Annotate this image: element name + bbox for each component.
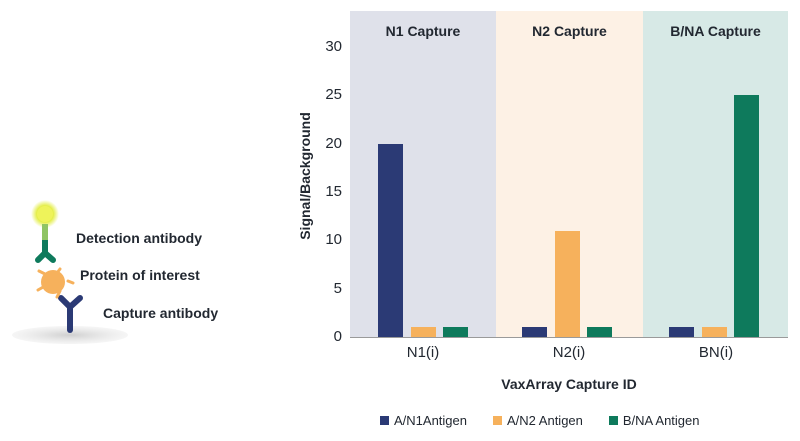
y-tick: 10 bbox=[325, 231, 342, 249]
capture-antibody-shape bbox=[58, 295, 83, 333]
bar bbox=[587, 327, 612, 337]
bar bbox=[555, 230, 580, 337]
legend-swatch bbox=[380, 416, 389, 425]
protein-label: Protein of interest bbox=[80, 267, 200, 283]
legend-swatch bbox=[493, 416, 502, 425]
y-axis-label: Signal/Background bbox=[297, 112, 313, 240]
y-tick: 5 bbox=[333, 279, 342, 297]
y-tick: 15 bbox=[325, 183, 342, 200]
bar bbox=[443, 327, 468, 337]
x-axis-label: VaxArray Capture ID bbox=[501, 376, 637, 392]
bar bbox=[411, 327, 436, 337]
legend-label: A/N1Antigen bbox=[394, 413, 467, 428]
bar bbox=[378, 143, 403, 337]
bar bbox=[669, 327, 694, 337]
y-tick: 0 bbox=[333, 328, 342, 345]
x-tick-n1: N1(i) bbox=[406, 344, 440, 361]
bar bbox=[522, 327, 547, 337]
panel-title: N2 Capture bbox=[532, 23, 607, 39]
bar bbox=[702, 327, 727, 337]
detection-antibody-label: Detection antibody bbox=[76, 230, 203, 246]
surface-shadow bbox=[12, 326, 128, 344]
antibody-sandwich-icon bbox=[12, 200, 128, 344]
x-tick-bn: BN(i) bbox=[698, 344, 734, 361]
panel-bna-capture: B/NA Capture bbox=[643, 11, 788, 337]
legend-label: A/N2 Antigen bbox=[507, 413, 583, 428]
y-tick: 20 bbox=[325, 134, 342, 152]
y-tick: 25 bbox=[325, 86, 342, 104]
sandwich-assay-diagram: Detection antibody Protein of interest C… bbox=[0, 190, 270, 360]
legend-item-a-n2: A/N2 Antigen bbox=[493, 413, 583, 428]
legend-item-a-n1: A/N1Antigen bbox=[380, 413, 467, 428]
legend-item-b-na: B/NA Antigen bbox=[608, 413, 700, 428]
legend: A/N1Antigen A/N2 Antigen B/NA Antigen bbox=[380, 413, 700, 428]
detection-antibody-shape bbox=[35, 237, 56, 263]
protein-shape bbox=[36, 267, 75, 299]
x-tick-n2: N2(i) bbox=[552, 344, 586, 361]
capture-antibody-label: Capture antibody bbox=[103, 305, 219, 321]
legend-label: B/NA Antigen bbox=[622, 413, 700, 428]
panel-title: N1 Capture bbox=[385, 23, 461, 39]
panel-n1-capture: N1 Capture bbox=[350, 11, 496, 337]
panel-title: B/NA Capture bbox=[670, 23, 761, 39]
y-tick: 30 bbox=[325, 38, 342, 55]
bar bbox=[734, 95, 759, 337]
x-axis-line bbox=[350, 337, 788, 338]
legend-swatch bbox=[608, 416, 618, 425]
